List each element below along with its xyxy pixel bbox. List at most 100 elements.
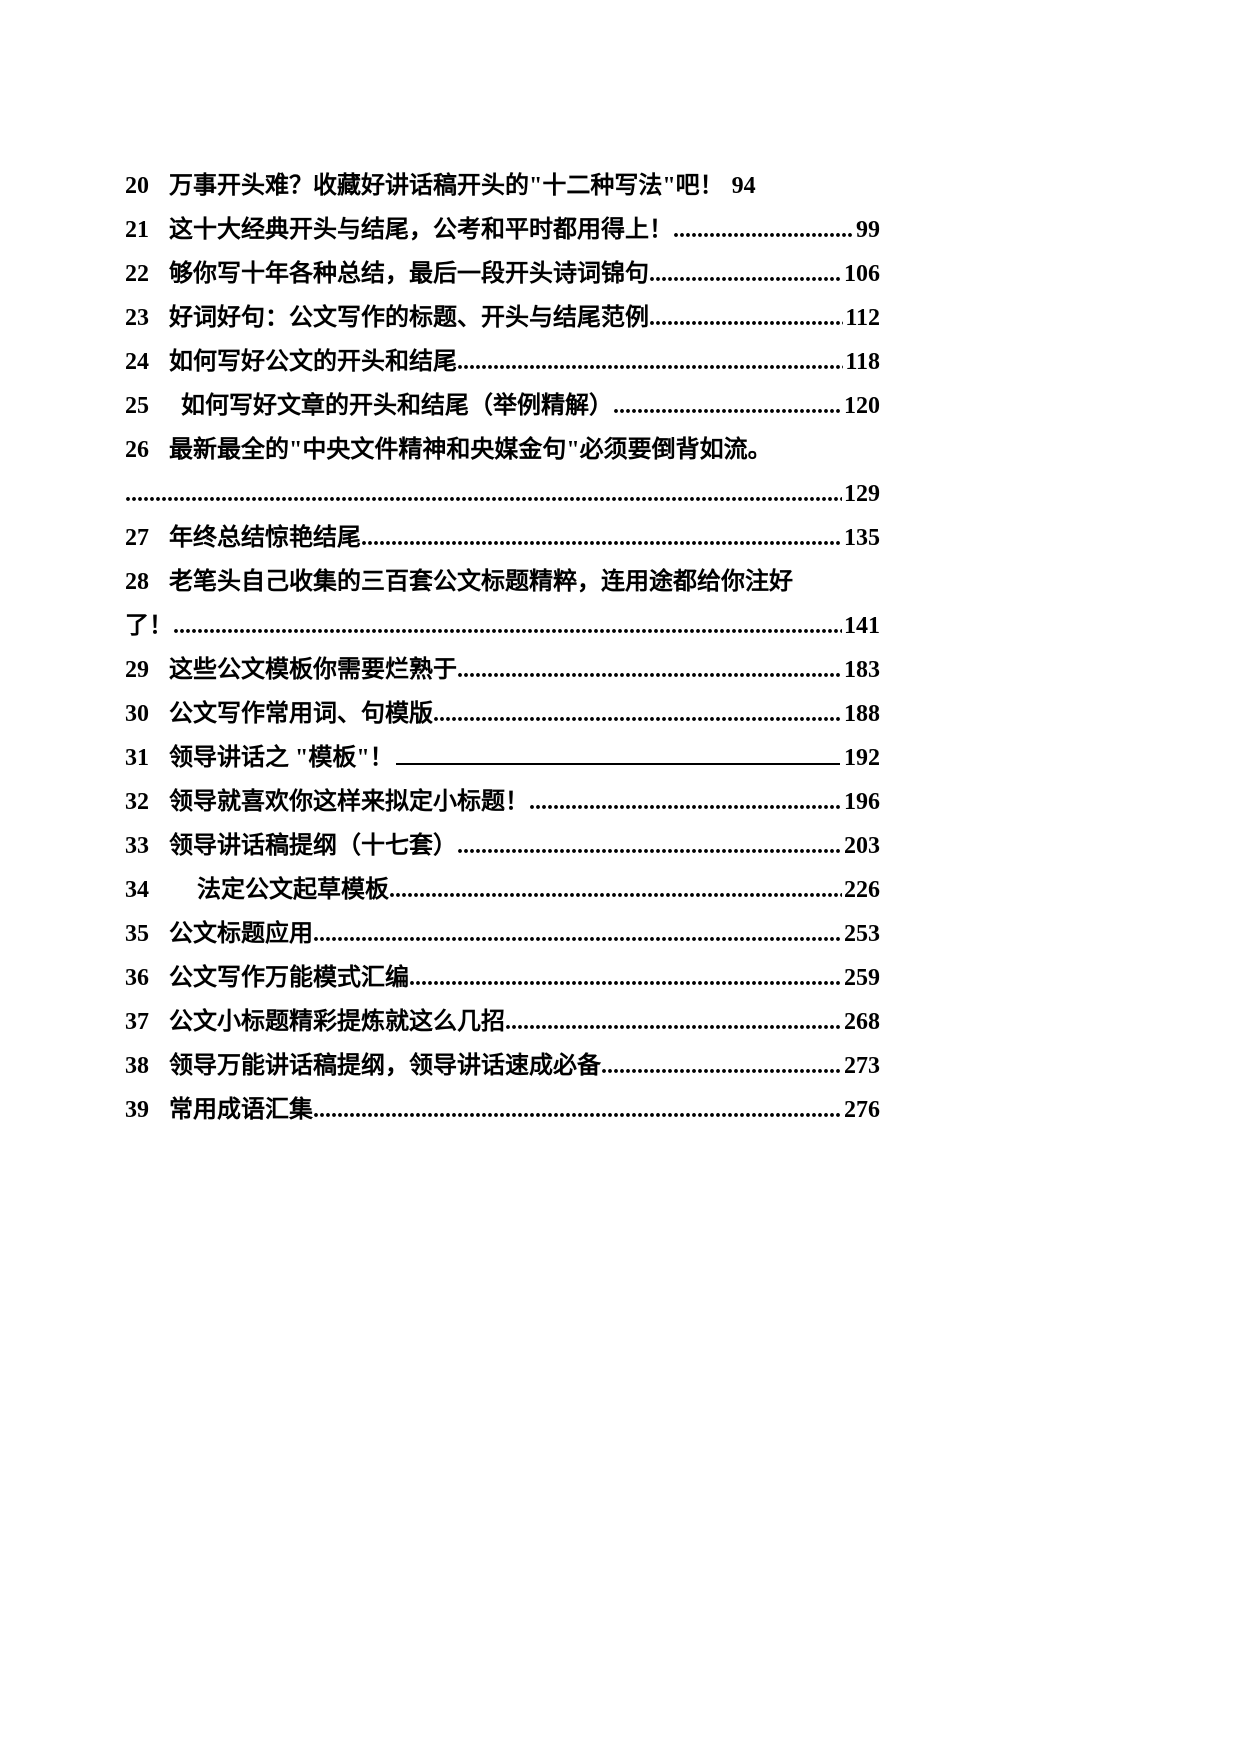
toc-cont-text: 了！ [125,605,173,647]
toc-leader [389,869,842,911]
toc-entry: 37 公文小标题精彩提炼就这么几招 268 [125,1001,880,1043]
toc-entry: 31 领导讲话之 "模板"！ 192 [125,737,880,779]
toc-page: 268 [842,1001,880,1043]
toc-page: 106 [842,253,880,295]
toc-number: 30 [125,693,169,735]
toc-title: 如何写好公文的开头和结尾 [169,341,457,383]
toc-page: 259 [842,957,880,999]
toc-number: 29 [125,649,169,691]
toc-number: 27 [125,517,169,559]
toc-number: 33 [125,825,169,867]
toc-entry: 26 最新最全的"中央文件精神和央媒金句"必须要倒背如流。 [125,429,880,471]
toc-entry: 36 公文写作万能模式汇编 259 [125,957,880,999]
toc-title: 老笔头自己收集的三百套公文标题精粹，连用途都给你注好 [169,561,793,603]
toc-leader [396,747,840,765]
toc-number: 24 [125,341,169,383]
toc-leader [457,649,842,691]
toc-number: 38 [125,1045,169,1087]
toc-title: 公文写作万能模式汇编 [169,957,409,999]
toc-title: 领导万能讲话稿提纲，领导讲话速成必备 [169,1045,601,1087]
toc-page: 118 [843,341,880,383]
toc-title: 领导就喜欢你这样来拟定小标题！ [169,781,529,823]
toc-title: 万事开头难？收藏好讲话稿开头的"十二种写法"吧！ [169,165,724,207]
toc-leader [409,957,842,999]
toc-title: 公文小标题精彩提炼就这么几招 [169,1001,505,1043]
toc-title: 如何写好文章的开头和结尾（举例精解） [169,385,613,427]
toc-title: 最新最全的"中央文件精神和央媒金句"必须要倒背如流。 [169,429,772,471]
toc-leader [433,693,842,735]
toc-entry: 30 公文写作常用词、句模版 188 [125,693,880,735]
toc-page: 112 [843,297,880,339]
toc-entry: 24 如何写好公文的开头和结尾 118 [125,341,880,383]
toc-title: 公文标题应用 [169,913,313,955]
toc-page: 192 [842,737,880,779]
toc-title: 领导讲话之 "模板"！ [169,737,394,779]
toc-number: 37 [125,1001,169,1043]
toc-number: 34 [125,869,169,911]
toc-page: 226 [842,869,880,911]
toc-continuation: 129 [125,473,880,515]
toc-container: 20 万事开头难？收藏好讲话稿开头的"十二种写法"吧！ 94 21 这十大经典开… [125,165,880,1133]
toc-page: 183 [842,649,880,691]
toc-entry: 34 法定公文起草模板 226 [125,869,880,911]
toc-number: 35 [125,913,169,955]
toc-entry: 27 年终总结惊艳结尾 135 [125,517,880,559]
toc-page: 273 [842,1045,880,1087]
toc-number: 26 [125,429,169,471]
toc-entry: 21 这十大经典开头与结尾，公考和平时都用得上！ 99 [125,209,880,251]
toc-entry: 38 领导万能讲话稿提纲，领导讲话速成必备 273 [125,1045,880,1087]
toc-entry: 33 领导讲话稿提纲（十七套） 203 [125,825,880,867]
toc-entry: 20 万事开头难？收藏好讲话稿开头的"十二种写法"吧！ 94 [125,165,880,207]
toc-title: 常用成语汇集 [169,1089,313,1131]
toc-leader [173,605,842,647]
toc-leader [613,385,842,427]
toc-leader [505,1001,842,1043]
toc-page: 253 [842,913,880,955]
toc-page: 135 [842,517,880,559]
toc-continuation: 了！ 141 [125,605,880,647]
toc-number: 22 [125,253,169,295]
toc-entry: 23 好词好句：公文写作的标题、开头与结尾范例 112 [125,297,880,339]
toc-leader [361,517,842,559]
toc-number: 21 [125,209,169,251]
toc-number: 31 [125,737,169,779]
toc-number: 20 [125,165,169,207]
toc-leader [529,781,842,823]
toc-title: 够你写十年各种总结，最后一段开头诗词锦句 [169,253,649,295]
toc-number: 23 [125,297,169,339]
toc-page: 203 [842,825,880,867]
toc-number: 28 [125,561,169,603]
toc-number: 32 [125,781,169,823]
toc-page: 129 [842,473,880,515]
toc-page: 276 [842,1089,880,1131]
toc-number: 25 [125,385,169,427]
toc-leader [601,1045,842,1087]
toc-title: 法定公文起草模板 [169,869,389,911]
toc-page: 94 [724,165,756,207]
toc-title: 公文写作常用词、句模版 [169,693,433,735]
toc-leader [649,297,843,339]
toc-page: 188 [842,693,880,735]
toc-page: 99 [854,209,880,251]
toc-leader [313,913,842,955]
toc-page: 141 [842,605,880,647]
toc-title: 领导讲话稿提纲（十七套） [169,825,457,867]
toc-leader [673,209,854,251]
toc-title: 好词好句：公文写作的标题、开头与结尾范例 [169,297,649,339]
toc-entry: 32 领导就喜欢你这样来拟定小标题！ 196 [125,781,880,823]
toc-entry: 29 这些公文模板你需要烂熟于 183 [125,649,880,691]
toc-page: 196 [842,781,880,823]
toc-title: 年终总结惊艳结尾 [169,517,361,559]
toc-leader [649,253,842,295]
toc-page: 120 [842,385,880,427]
toc-leader [125,473,842,515]
toc-leader [457,825,842,867]
toc-title: 这些公文模板你需要烂熟于 [169,649,457,691]
toc-number: 39 [125,1089,169,1131]
toc-leader [313,1089,842,1131]
toc-entry: 22 够你写十年各种总结，最后一段开头诗词锦句 106 [125,253,880,295]
toc-entry: 39 常用成语汇集 276 [125,1089,880,1131]
toc-leader [457,341,843,383]
toc-entry: 28 老笔头自己收集的三百套公文标题精粹，连用途都给你注好 [125,561,880,603]
toc-number: 36 [125,957,169,999]
